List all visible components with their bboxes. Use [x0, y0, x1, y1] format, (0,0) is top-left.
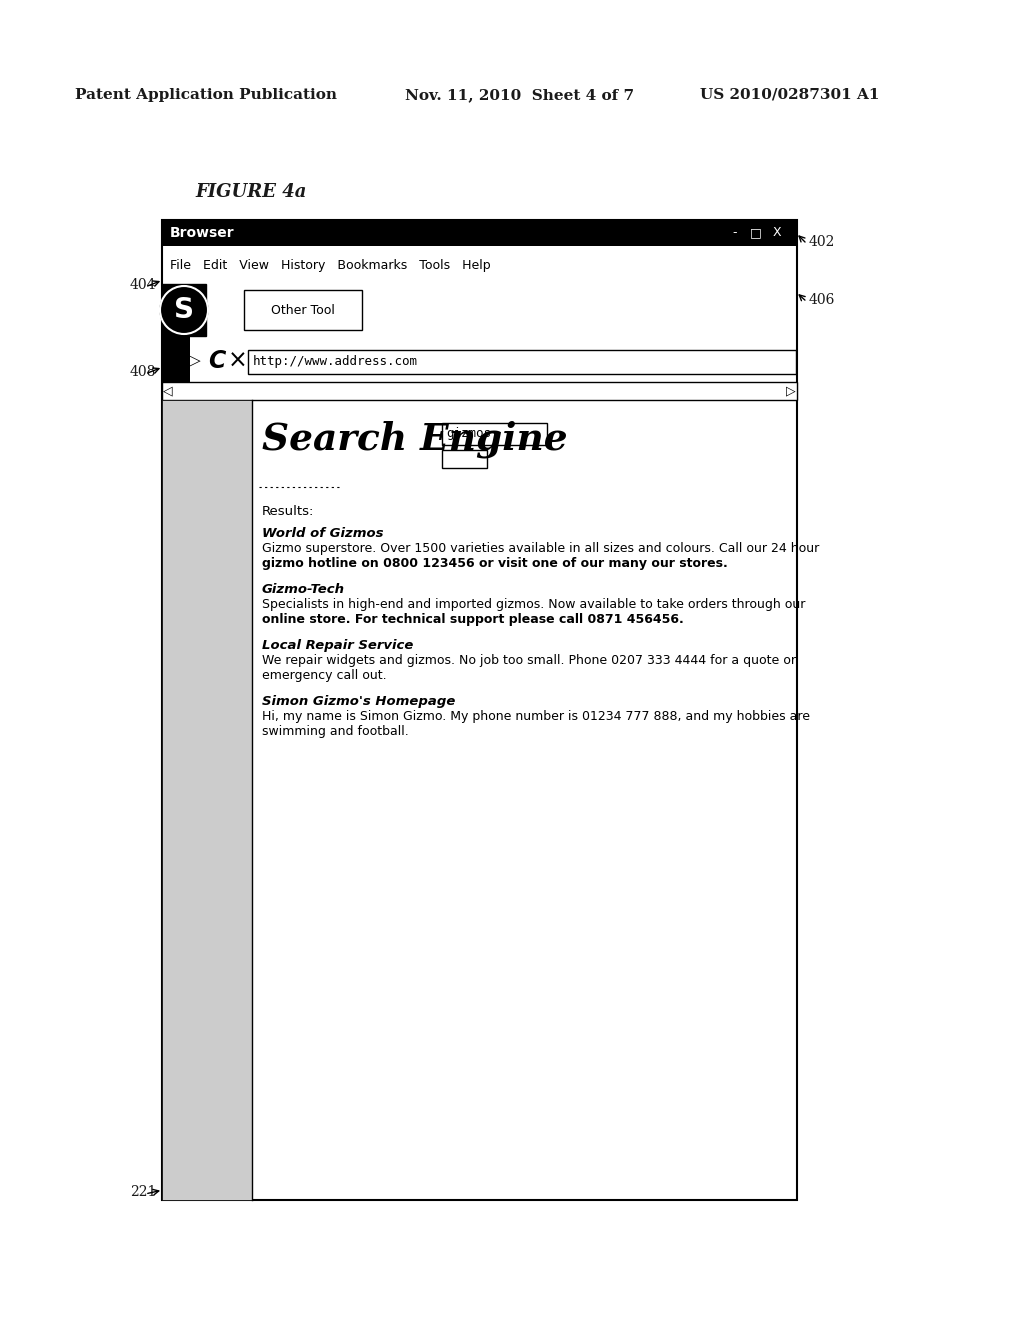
- Text: Local Repair Service: Local Repair Service: [262, 639, 414, 652]
- Text: -: -: [733, 227, 737, 239]
- Bar: [162, 381, 797, 400]
- Bar: [442, 450, 487, 469]
- Text: Browser: Browser: [170, 226, 234, 240]
- Text: S: S: [174, 296, 194, 323]
- Text: Results:: Results:: [262, 506, 314, 517]
- Text: □: □: [751, 227, 762, 239]
- Text: World of Gizmos: World of Gizmos: [262, 527, 384, 540]
- Text: X: X: [773, 227, 781, 239]
- Text: 402: 402: [809, 235, 836, 249]
- Bar: [248, 350, 796, 374]
- Text: ×: ×: [228, 348, 248, 374]
- Text: 221: 221: [130, 1185, 157, 1199]
- Bar: [162, 284, 206, 337]
- Text: gizmo hotline on 0800 123456 or visit one of our many our stores.: gizmo hotline on 0800 123456 or visit on…: [262, 557, 728, 570]
- Text: Patent Application Publication: Patent Application Publication: [75, 88, 337, 102]
- Text: Gizmo-Tech: Gizmo-Tech: [262, 583, 345, 597]
- Bar: [162, 220, 797, 246]
- Circle shape: [160, 286, 208, 334]
- Text: emergency call out.: emergency call out.: [262, 669, 387, 682]
- Text: Other Tool: Other Tool: [271, 304, 335, 317]
- Text: Search Engine: Search Engine: [262, 420, 567, 458]
- Text: US 2010/0287301 A1: US 2010/0287301 A1: [700, 88, 880, 102]
- Text: We repair widgets and gizmos. No job too small. Phone 0207 333 4444 for a quote : We repair widgets and gizmos. No job too…: [262, 653, 796, 667]
- Text: 406: 406: [809, 293, 836, 308]
- Text: File   Edit   View   History   Bookmarks   Tools   Help: File Edit View History Bookmarks Tools H…: [170, 260, 490, 272]
- Text: ◁: ◁: [166, 348, 184, 374]
- Text: ▷: ▷: [786, 384, 796, 397]
- Text: FIGURE 4a: FIGURE 4a: [195, 183, 306, 201]
- Text: Nov. 11, 2010  Sheet 4 of 7: Nov. 11, 2010 Sheet 4 of 7: [406, 88, 634, 102]
- Text: ▷: ▷: [189, 354, 201, 368]
- Bar: [162, 284, 190, 1200]
- Text: swimming and football.: swimming and football.: [262, 725, 409, 738]
- Text: C: C: [208, 348, 225, 374]
- Bar: [244, 290, 362, 330]
- Text: Gizmo superstore. Over 1500 varieties available in all sizes and colours. Call o: Gizmo superstore. Over 1500 varieties av…: [262, 543, 819, 554]
- Text: Specialists in high-end and imported gizmos. Now available to take orders throug: Specialists in high-end and imported giz…: [262, 598, 805, 611]
- Bar: [162, 220, 797, 1200]
- Bar: [162, 400, 252, 1200]
- Text: Hi, my name is Simon Gizmo. My phone number is 01234 777 888, and my hobbies are: Hi, my name is Simon Gizmo. My phone num…: [262, 710, 810, 723]
- Text: ◁: ◁: [163, 384, 173, 397]
- Text: Simon Gizmo's Homepage: Simon Gizmo's Homepage: [262, 696, 456, 708]
- Text: http://www.address.com: http://www.address.com: [253, 355, 418, 368]
- Bar: [442, 422, 547, 445]
- Text: online store. For technical support please call 0871 456456.: online store. For technical support plea…: [262, 612, 684, 626]
- Text: 404: 404: [130, 279, 157, 292]
- Text: 408: 408: [130, 366, 157, 379]
- Text: gizmos: gizmos: [446, 428, 490, 441]
